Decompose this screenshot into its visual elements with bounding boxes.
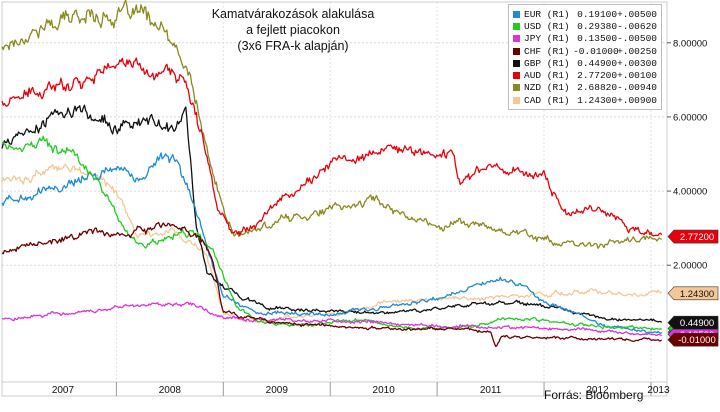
legend-value: 2.77200 <box>577 70 618 82</box>
legend-label: CAD (R1) <box>524 94 570 106</box>
legend-change: +.00250 <box>617 45 657 57</box>
legend-item-jpy: JPY (R1) 0.13500 -.00500 <box>513 33 657 45</box>
legend: EUR (R1) 0.19100 +.00500 USD (R1) 0.29380 -.0… <box>508 4 662 110</box>
legend-change: +.00500 <box>617 8 657 20</box>
series-line-cad <box>1 163 663 324</box>
x-tick-label: 2013 <box>647 385 670 396</box>
x-tick-label: 2008 <box>159 385 182 396</box>
legend-value: 0.44900 <box>577 57 618 69</box>
x-tick-label: 2009 <box>266 385 289 396</box>
legend-change: -.00620 <box>617 20 657 32</box>
legend-label: GBP (R1) <box>524 57 570 69</box>
svg-text:-0.01000: -0.01000 <box>678 335 716 346</box>
title-line-3: (3x6 FRA-k alapján) <box>237 39 349 53</box>
svg-text:0.44900: 0.44900 <box>680 318 714 329</box>
value-tag-chf: -0.01000 <box>667 332 719 347</box>
legend-label: JPY (R1) <box>524 33 570 45</box>
legend-change: +.00300 <box>617 57 657 69</box>
value-tags: 0.191000.293800.13500-0.010000.449002.77… <box>667 229 719 347</box>
legend-value: 0.29380 <box>577 20 618 32</box>
legend-swatch <box>513 96 520 104</box>
series-line-eur <box>1 152 663 334</box>
legend-value: -0.01000 <box>573 45 619 57</box>
legend-item-eur: EUR (R1) 0.19100 +.00500 <box>513 8 657 20</box>
legend-label: NZD (R1) <box>524 82 570 94</box>
value-tag-aud: 2.77200 <box>667 229 719 244</box>
title-line-1: Kamatvárakozások alakulása <box>211 7 375 21</box>
y-tick-label: 8.00000 <box>673 38 707 49</box>
legend-label: CHF (R1) <box>524 45 570 57</box>
legend-change: +.00900 <box>617 94 657 106</box>
legend-item-cad: CAD (R1) 1.24300 +.00900 <box>513 94 657 106</box>
legend-change: -.00940 <box>617 82 657 94</box>
y-tick-label: 4.00000 <box>673 187 707 198</box>
title-line-2: a fejlett piacokon <box>246 23 340 37</box>
legend-label: USD (R1) <box>524 20 570 32</box>
axes: 2.00000 4.00000 6.00000 8.00000 2007 2008 2009… <box>1 38 707 397</box>
x-tick-label: 2011 <box>480 385 502 396</box>
legend-change: +.00100 <box>617 70 657 82</box>
series-line-gbp <box>1 104 663 323</box>
value-tag-gbp: 0.44900 <box>667 315 719 330</box>
svg-text:1.24300: 1.24300 <box>680 289 714 300</box>
legend-swatch <box>513 35 520 43</box>
legend-value: 0.19100 <box>577 8 618 20</box>
svg-text:2.77200: 2.77200 <box>680 232 714 243</box>
legend-swatch <box>513 22 520 30</box>
source-note: Forrás: Bloomberg <box>544 388 644 402</box>
legend-item-usd: USD (R1) 0.29380 -.00620 <box>513 20 657 32</box>
chart-title: Kamatvárakozások alakulása a fejlett pia… <box>208 6 378 54</box>
series-line-usd <box>1 135 662 331</box>
value-tag-cad: 1.24300 <box>667 286 719 301</box>
legend-label: EUR (R1) <box>524 8 570 20</box>
legend-swatch <box>513 72 520 80</box>
y-tick-label: 2.00000 <box>673 261 707 272</box>
legend-item-nzd: NZD (R1) 2.68820 -.00940 <box>513 82 657 94</box>
x-tick-label: 2010 <box>373 385 396 396</box>
series-line-aud <box>1 57 663 237</box>
legend-swatch <box>513 59 520 67</box>
series-lines <box>1 0 663 347</box>
series-line-nzd <box>1 0 662 249</box>
series-line-chf <box>1 221 663 347</box>
legend-swatch <box>513 10 520 18</box>
legend-label: AUD (R1) <box>524 70 570 82</box>
x-tick-label: 2012 <box>586 385 609 396</box>
legend-item-aud: AUD (R1) 2.77200 +.00100 <box>513 69 657 81</box>
x-axis-band <box>1 381 668 397</box>
legend-item-gbp: GBP (R1) 0.44900 +.00300 <box>513 57 657 69</box>
legend-value: 0.13500 <box>577 33 618 45</box>
legend-value: 1.24300 <box>577 94 618 106</box>
legend-change: -.00500 <box>617 33 657 45</box>
series-line-jpy <box>1 301 662 337</box>
legend-item-chf: CHF (R1) -0.01000 +.00250 <box>513 45 657 57</box>
x-tick-label: 2007 <box>52 385 75 396</box>
legend-swatch <box>513 84 520 92</box>
legend-value: 2.68820 <box>577 82 618 94</box>
legend-swatch <box>513 47 520 55</box>
y-tick-label: 6.00000 <box>673 112 707 123</box>
